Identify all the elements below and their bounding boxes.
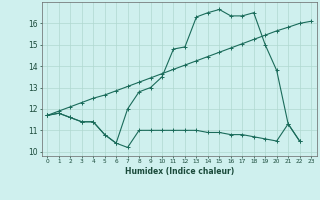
- X-axis label: Humidex (Indice chaleur): Humidex (Indice chaleur): [124, 167, 234, 176]
